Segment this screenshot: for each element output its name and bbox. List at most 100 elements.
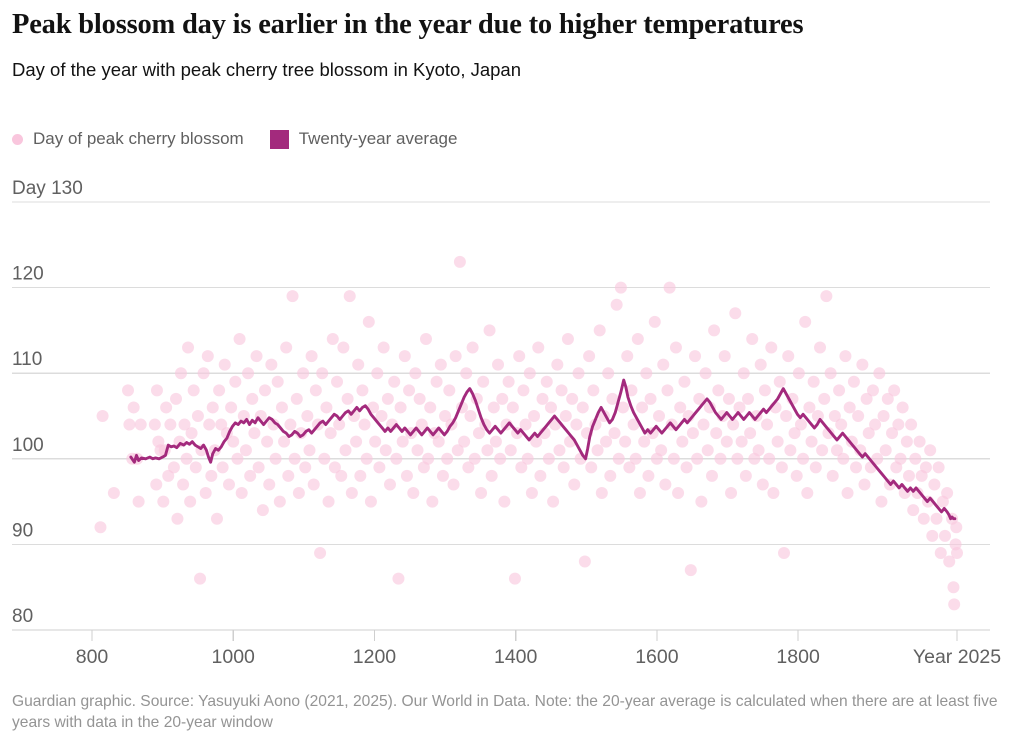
- scatter-point: [158, 444, 171, 457]
- legend-item-scatter[interactable]: Day of peak cherry blossom: [12, 129, 244, 149]
- scatter-point: [508, 572, 521, 585]
- scatter-point: [367, 401, 380, 414]
- scatter-point: [946, 512, 959, 525]
- y-tick-label-120: 120: [12, 264, 44, 285]
- scatter-point: [337, 341, 350, 354]
- scatter-point: [614, 281, 627, 294]
- scatter-point: [428, 427, 441, 440]
- scatter-point: [648, 315, 661, 328]
- scatter-point: [322, 495, 335, 508]
- scatter-point: [261, 435, 274, 448]
- scatter-point: [672, 487, 685, 500]
- scatter-point: [358, 418, 371, 431]
- scatter-point: [913, 435, 926, 448]
- scatter-point: [256, 504, 269, 517]
- scatter-point: [131, 452, 144, 465]
- scatter-point: [572, 367, 585, 380]
- scatter-point: [943, 555, 956, 568]
- scatter-point: [629, 452, 642, 465]
- scatter-point: [318, 452, 331, 465]
- average-line-group: [129, 378, 957, 521]
- scatter-point: [922, 495, 935, 508]
- scatter-point: [801, 487, 814, 500]
- scatter-point: [170, 392, 183, 405]
- scatter-point: [405, 427, 418, 440]
- scatter-point: [932, 461, 945, 474]
- scatter-point: [746, 332, 759, 345]
- scatter-point: [843, 401, 856, 414]
- scatter-point: [481, 444, 494, 457]
- scatter-point: [547, 495, 560, 508]
- scatter-point: [549, 418, 562, 431]
- scatter-point: [871, 452, 884, 465]
- scatter-point: [468, 452, 481, 465]
- scatter-point: [381, 392, 394, 405]
- chart-legend: Day of peak cherry blossom Twenty-year a…: [12, 126, 457, 152]
- scatter-point: [822, 427, 835, 440]
- scatter-point: [316, 367, 329, 380]
- legend-item-average[interactable]: Twenty-year average: [269, 129, 457, 149]
- scatter-point: [682, 410, 695, 422]
- scatter-point: [439, 410, 452, 422]
- scatter-point: [420, 332, 432, 345]
- scatter-point: [674, 401, 687, 414]
- scatter-point: [157, 495, 170, 508]
- scatter-point: [333, 418, 346, 431]
- scatter-point: [655, 444, 668, 457]
- scatter-point: [939, 529, 951, 542]
- x-tick-label-2025: Year 2025: [913, 646, 1001, 668]
- scatter-point: [758, 384, 771, 397]
- scatter-point: [154, 444, 167, 457]
- scatter-point: [263, 478, 276, 491]
- scatter-point: [252, 461, 265, 474]
- scatter-point: [453, 255, 466, 268]
- scatter-point: [466, 341, 479, 354]
- scatter-point: [288, 452, 301, 465]
- scatter-point: [326, 332, 339, 345]
- scatter-point: [847, 375, 860, 388]
- scatter-point: [107, 487, 120, 500]
- scatter-point: [341, 392, 354, 405]
- scatter-point: [574, 452, 587, 465]
- scatter-point: [475, 487, 488, 500]
- scatter-point: [627, 418, 640, 431]
- scatter-point: [640, 367, 653, 380]
- scatter-point: [621, 350, 634, 363]
- scatter-point: [811, 410, 824, 422]
- scatter-point: [485, 469, 498, 482]
- scatter-point: [379, 444, 392, 457]
- scatter-point: [678, 375, 691, 388]
- scatter-point: [576, 401, 589, 414]
- scatter-point: [122, 384, 135, 397]
- scatter-point: [275, 401, 288, 414]
- scatter-point: [403, 384, 416, 397]
- scatter-point: [417, 461, 430, 474]
- scatter-point: [472, 427, 485, 440]
- scatter-point: [930, 512, 943, 525]
- scatter-point: [623, 461, 636, 474]
- scatter-point: [542, 452, 555, 465]
- scatter-point: [792, 367, 805, 380]
- scatter-point: [500, 418, 513, 431]
- x-tick-label-1000: 1000: [212, 646, 256, 668]
- scatter-point: [864, 461, 877, 474]
- scatter-point: [487, 401, 500, 414]
- legend-item-scatter-label: Day of peak cherry blossom: [33, 129, 244, 148]
- scatter-point: [778, 546, 790, 559]
- scatter-point: [123, 418, 136, 431]
- scatter-point: [218, 358, 231, 371]
- scatter-point: [96, 410, 109, 422]
- scatter-point: [185, 427, 198, 440]
- scatter-point: [246, 392, 259, 405]
- scatter-point: [413, 392, 426, 405]
- scatter-point: [299, 461, 312, 474]
- scatter-point: [860, 392, 873, 405]
- scatter-point: [208, 444, 221, 457]
- scatter-point: [773, 375, 786, 388]
- scatter-point: [661, 384, 674, 397]
- scatter-point: [752, 444, 765, 457]
- scatter-point: [451, 444, 464, 457]
- scatter-point: [307, 478, 320, 491]
- scatter-point: [513, 350, 526, 363]
